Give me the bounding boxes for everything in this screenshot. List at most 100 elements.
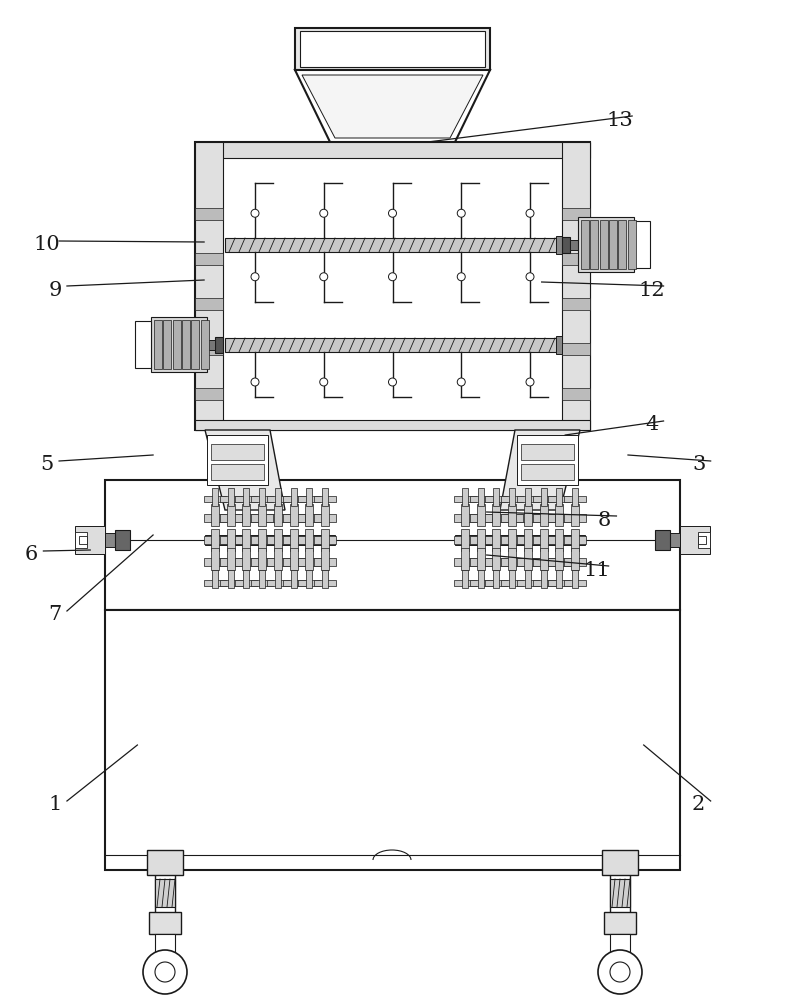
Bar [548,536,570,544]
Bar [476,548,484,570]
Circle shape [457,378,466,386]
Bar [225,238,560,252]
Bar [461,529,469,551]
Bar [212,570,218,588]
Bar [461,504,469,526]
Bar [509,570,515,588]
Bar [275,488,281,506]
Text: 3: 3 [692,456,706,475]
Bar [454,496,476,502]
Bar [517,536,539,544]
Bar [548,558,570,566]
Bar [508,529,517,551]
Bar [243,504,250,526]
Bar [539,548,548,570]
Bar [195,142,590,158]
Bar [469,496,491,502]
Bar [75,532,87,548]
Bar [462,570,468,588]
Bar [228,570,234,588]
Text: 2: 2 [692,796,705,814]
Text: 8: 8 [598,510,611,530]
Bar [494,488,499,506]
Bar [173,320,181,369]
Bar [243,570,250,588]
Bar [205,535,335,545]
Bar [267,558,289,566]
Bar [578,217,634,272]
Bar [163,320,171,369]
Bar [524,548,532,570]
Bar [305,504,313,526]
Bar [501,536,523,544]
Text: 10: 10 [34,235,60,254]
Bar [251,496,273,502]
Bar [524,529,532,551]
Circle shape [319,209,328,217]
Bar [634,221,650,268]
Bar [461,548,469,570]
Text: 9: 9 [48,280,62,300]
Bar [298,536,320,544]
Bar [609,220,617,269]
Bar [258,504,266,526]
Bar [75,526,105,554]
Bar [267,496,289,502]
Bar [258,548,266,570]
Bar [564,536,586,544]
Bar [220,558,242,566]
Bar [698,532,710,548]
Bar [147,850,183,875]
Bar [267,536,289,544]
Bar [539,504,548,526]
Bar [306,570,312,588]
Text: 5: 5 [41,456,53,475]
Bar [204,496,226,502]
Bar [195,388,223,400]
Bar [564,514,586,522]
Bar [476,504,484,526]
Bar [236,496,257,502]
Bar [79,536,87,544]
Bar [469,558,491,566]
Bar [562,237,570,253]
Bar [564,558,586,566]
Circle shape [251,378,259,386]
Bar [581,220,589,269]
Bar [220,496,242,502]
Bar [295,28,490,70]
Circle shape [526,273,534,281]
Circle shape [155,962,175,982]
Bar [590,220,598,269]
Bar [322,570,328,588]
Bar [115,530,130,550]
Text: 1: 1 [48,796,62,814]
Bar [259,488,265,506]
Bar [243,548,250,570]
Bar [321,529,329,551]
Bar [521,444,574,460]
Bar [283,558,305,566]
Bar [562,388,590,400]
Polygon shape [500,430,580,510]
Bar [478,488,484,506]
Bar [290,488,297,506]
Bar [228,488,234,506]
Text: 7: 7 [49,605,61,624]
Bar [195,142,223,430]
Bar [227,504,235,526]
Bar [195,208,223,220]
Bar [600,220,608,269]
Bar [462,488,468,506]
Bar [602,850,638,875]
Bar [290,570,297,588]
Bar [274,504,282,526]
Bar [298,496,320,502]
Bar [283,580,305,586]
Bar [532,558,554,566]
Bar [105,480,680,610]
Bar [555,504,564,526]
Bar [204,536,226,544]
Bar [298,514,320,522]
Bar [155,934,175,952]
